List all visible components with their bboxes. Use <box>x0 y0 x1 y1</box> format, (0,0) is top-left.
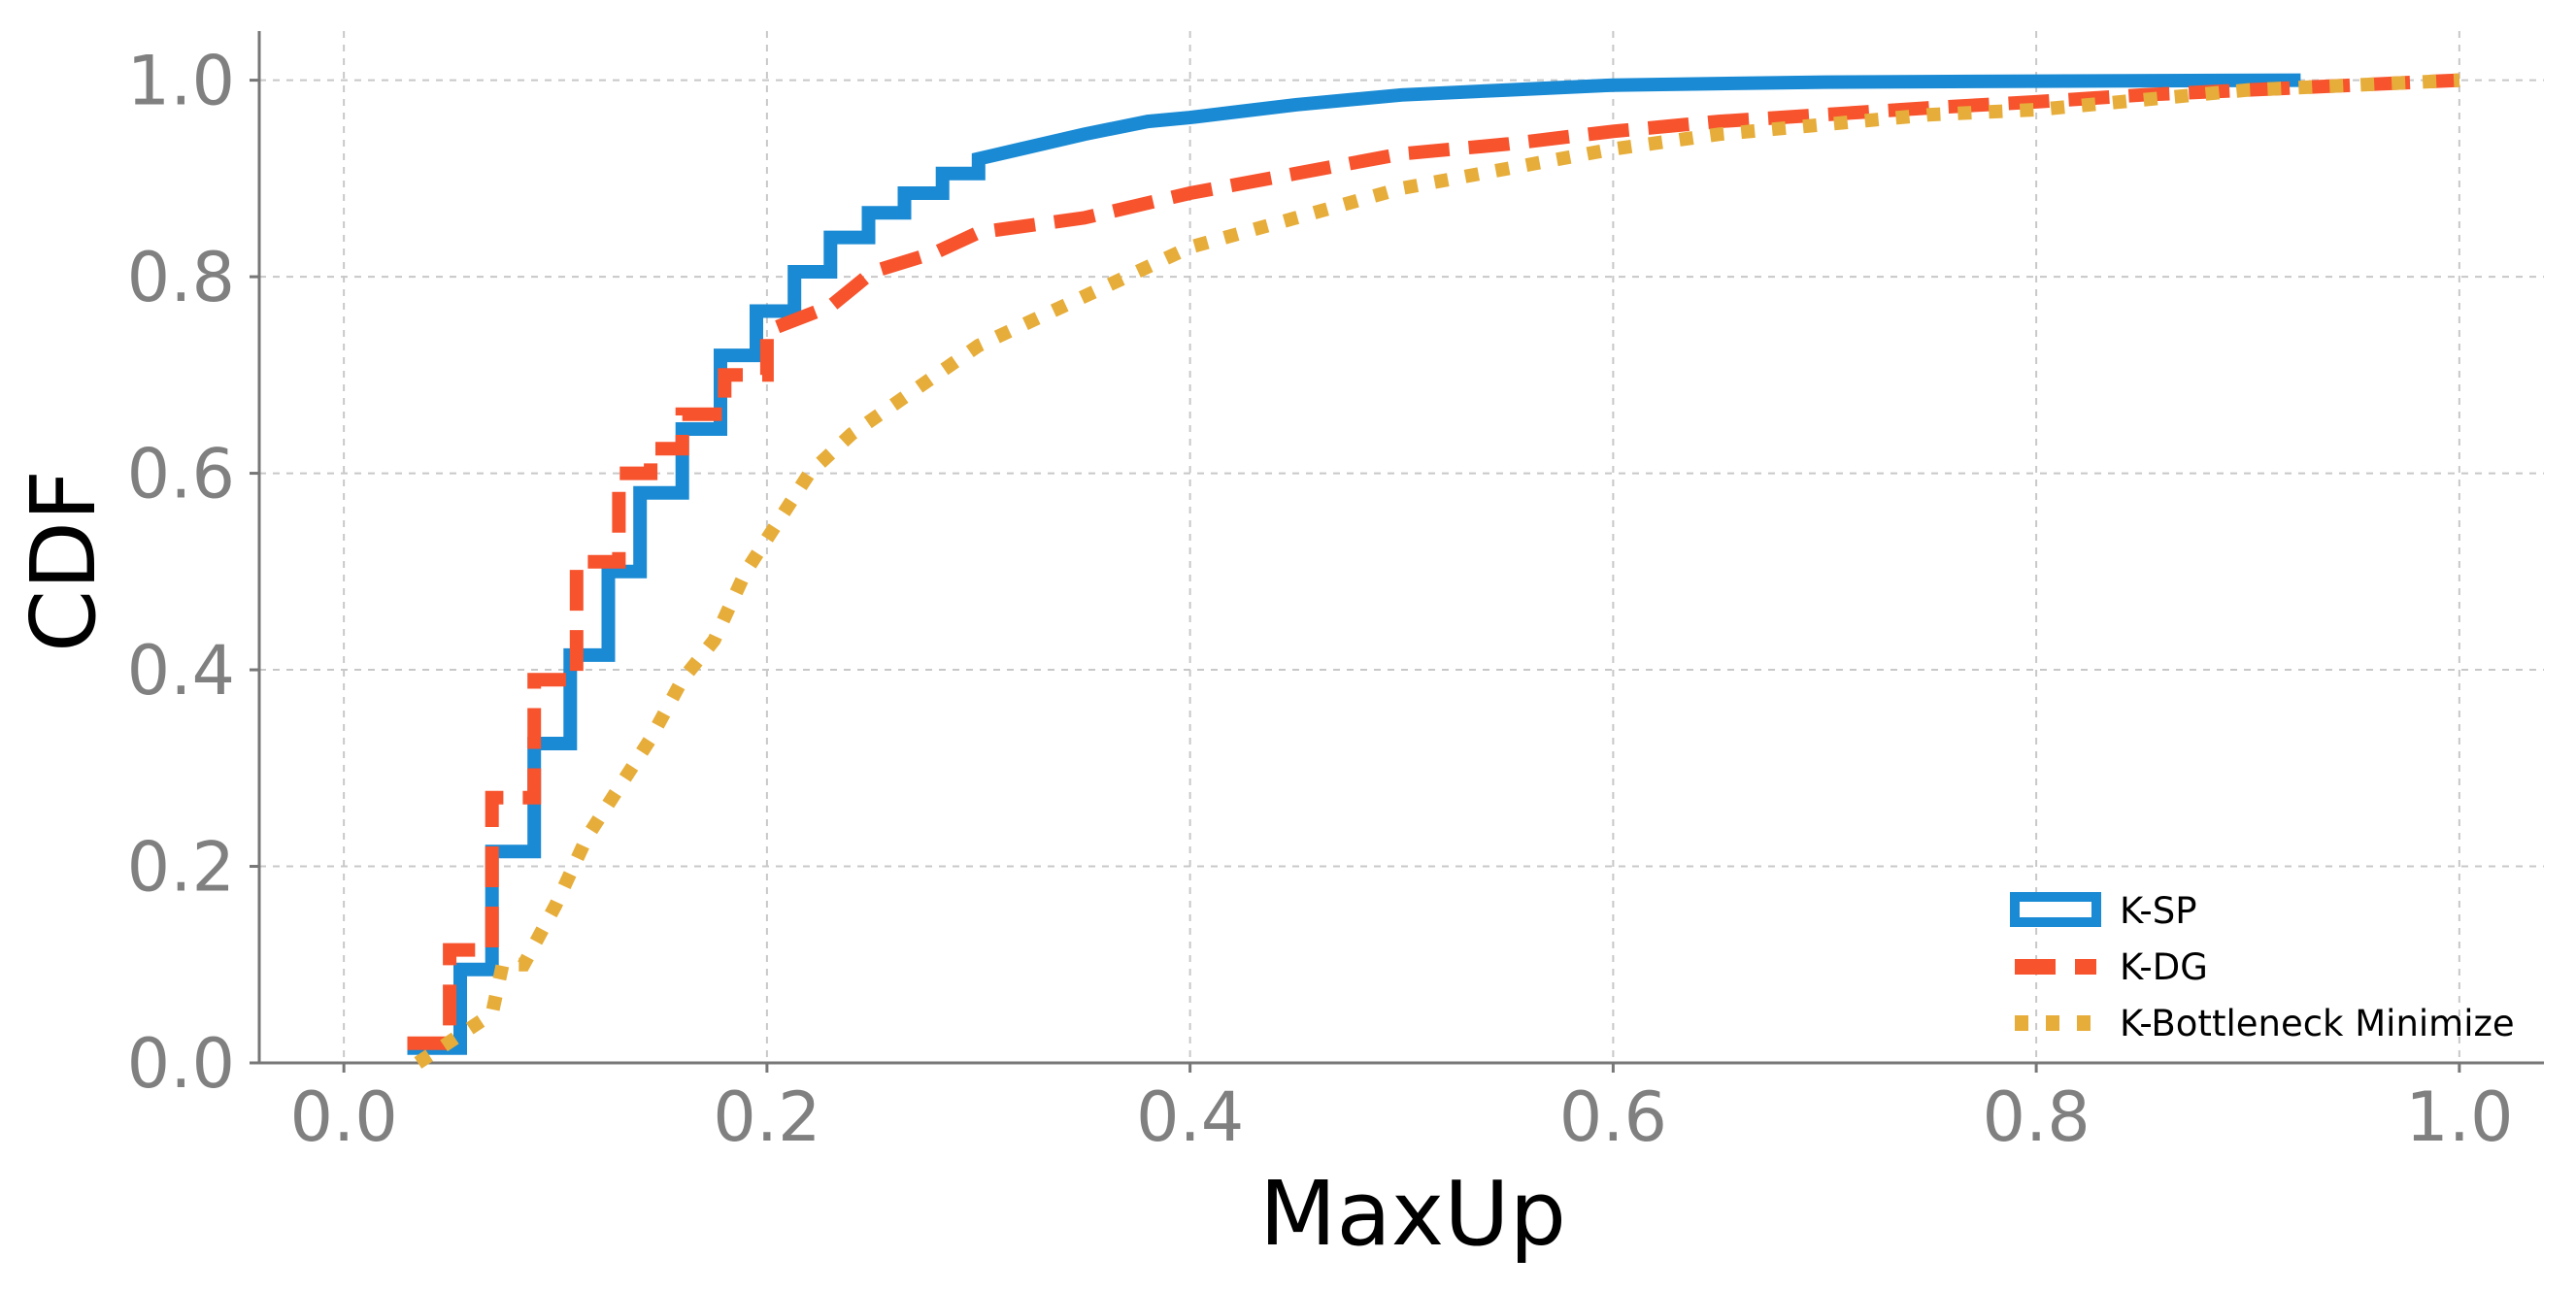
y-tick-label-5: 1.0 <box>127 42 235 121</box>
legend: K-SP K-DG K-Bottleneck Minimize <box>2010 890 2515 1044</box>
series-line-k-dg <box>407 73 2460 1050</box>
y-tick-label-0: 0.0 <box>127 1024 235 1104</box>
axes <box>250 31 2544 1073</box>
x-axis-title: MaxUp <box>1259 1162 1566 1266</box>
x-tick-label-0: 0.0 <box>289 1077 397 1157</box>
x-tick-label-4: 0.8 <box>1982 1077 2090 1157</box>
y-axis-title: CDF <box>12 470 116 652</box>
y-tick-label-4: 0.8 <box>127 238 235 317</box>
series-lines <box>407 73 2460 1069</box>
y-tick-label-1: 0.2 <box>127 828 235 908</box>
series-line-k-sp <box>407 73 2301 1055</box>
x-tick-label-2: 0.4 <box>1136 1077 1244 1157</box>
y-tick-label-3: 0.6 <box>127 435 235 514</box>
x-tick-label-3: 0.6 <box>1559 1077 1667 1157</box>
y-tick-label-2: 0.4 <box>127 631 235 711</box>
grid <box>259 31 2544 1064</box>
legend-swatch-k-sp <box>2010 892 2101 927</box>
x-tick-label-1: 0.2 <box>713 1077 820 1157</box>
x-tick-label-5: 1.0 <box>2405 1077 2513 1157</box>
series-line-k-bottleneck-minimize <box>414 73 2460 1069</box>
legend-label-k-sp: K-SP <box>2120 890 2197 932</box>
legend-label-k-dg: K-DG <box>2120 946 2208 988</box>
legend-label-k-bottleneck-minimize: K-Bottleneck Minimize <box>2120 1003 2515 1044</box>
tick-labels: 0.0 0.2 0.4 0.6 0.8 1.0 0.0 0.2 0.4 0.6 0.8 1.0 <box>127 42 2514 1157</box>
